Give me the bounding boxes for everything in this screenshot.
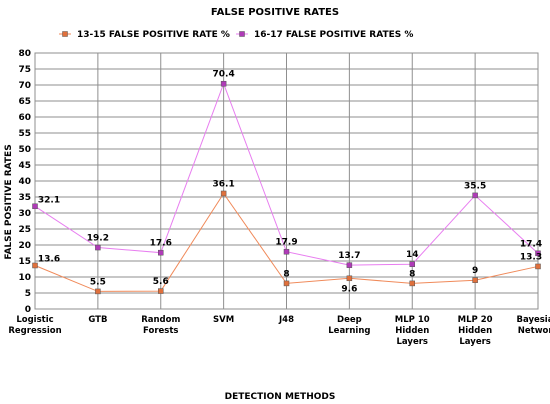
data-label: 32.1 <box>38 195 60 205</box>
legend-item: 16-17 FALSE POSITIVE RATES % <box>236 30 413 40</box>
x-tick-label: GTB <box>88 315 107 325</box>
x-tick-label: SVM <box>213 315 234 325</box>
x-tick-label: Random Forests <box>141 315 180 336</box>
series-layer <box>32 80 541 295</box>
data-label: 70.4 <box>213 70 235 80</box>
y-tick-label: 15 <box>18 257 31 267</box>
legend-label: 16-17 FALSE POSITIVE RATES % <box>254 30 413 40</box>
x-axis-title: DETECTION METHODS <box>225 392 336 402</box>
y-tick-label: 35 <box>18 193 31 203</box>
data-label: 13.6 <box>38 254 60 264</box>
y-tick-label: 60 <box>18 113 31 123</box>
y-tick-label: 55 <box>18 129 31 139</box>
data-label: 17.4 <box>520 239 542 249</box>
y-tick-label: 10 <box>18 273 31 283</box>
y-tick-label: 70 <box>18 81 31 91</box>
data-point <box>220 80 227 87</box>
legend-marker <box>62 31 68 37</box>
data-label: 13.7 <box>338 251 360 261</box>
data-point <box>32 203 38 210</box>
y-axis-title: FALSE POSITIVE RATES <box>4 144 14 259</box>
data-point <box>220 190 227 197</box>
legend: 13-15 FALSE POSITIVE RATE % 16-17 FALSE P… <box>59 30 413 40</box>
legend-label: 13-15 FALSE POSITIVE RATE % <box>77 30 230 40</box>
y-axis-ticks: 0 5 10 15 20 25 30 35 40 45 50 55 60 65 70 75 80 <box>18 49 31 315</box>
y-tick-label: 65 <box>18 97 31 107</box>
y-tick-label: 50 <box>18 145 31 155</box>
data-point <box>32 262 38 269</box>
data-point <box>409 280 415 287</box>
data-point <box>95 244 101 251</box>
x-tick-label: MLP 20 Hidden Layers <box>458 315 493 347</box>
data-point <box>158 288 164 294</box>
data-label: 14 <box>406 250 419 260</box>
data-label: 8 <box>283 269 289 279</box>
y-tick-label: 75 <box>18 65 31 75</box>
data-point <box>346 262 353 268</box>
x-axis-ticks: Logistic Regression GTB Random Forests SVM J48… <box>8 315 550 347</box>
data-labels: 13.6 5.5 5.6 36.1 8 9.6 8 9 13.3 32.1 19.2 17.6 70.4… <box>38 70 542 295</box>
data-label: 17.9 <box>275 238 297 248</box>
data-point <box>346 275 353 282</box>
data-label: 5.5 <box>90 277 106 287</box>
grid <box>34 52 539 310</box>
y-tick-label: 25 <box>18 225 31 235</box>
y-tick-label: 5 <box>25 289 31 299</box>
x-tick-label: J48 <box>278 315 294 325</box>
data-point <box>95 288 101 295</box>
x-tick-label: Deep Learning <box>328 315 370 336</box>
y-tick-label: 20 <box>18 241 31 251</box>
y-tick-label: 40 <box>18 177 31 187</box>
data-label: 9.6 <box>341 284 357 294</box>
data-point <box>472 192 478 199</box>
data-point <box>283 248 290 255</box>
y-tick-label: 0 <box>25 305 31 315</box>
data-label: 17.6 <box>150 239 172 249</box>
y-tick-label: 30 <box>18 209 31 219</box>
legend-item: 13-15 FALSE POSITIVE RATE % <box>59 30 230 40</box>
data-label: 36.1 <box>213 179 235 189</box>
chart-title: FALSE POSITIVE RATES <box>211 7 339 18</box>
y-tick-label: 45 <box>18 161 31 171</box>
data-point <box>409 261 415 267</box>
data-point <box>535 250 541 257</box>
data-label: 13.3 <box>520 252 542 262</box>
legend-marker <box>239 31 245 37</box>
data-label: 8 <box>409 269 415 279</box>
x-tick-label: MLP 10 Hidden Layers <box>395 315 430 347</box>
data-point <box>283 280 290 287</box>
data-label: 35.5 <box>464 181 486 191</box>
data-point <box>472 277 478 283</box>
data-label: 19.2 <box>87 234 109 244</box>
x-tick-label: Logistic Regression <box>8 315 61 336</box>
y-tick-label: 80 <box>18 49 31 59</box>
x-tick-label: BayesianNetwork <box>516 315 550 336</box>
data-point <box>535 263 541 270</box>
data-label: 5.6 <box>153 277 169 287</box>
data-label: 9 <box>472 266 478 276</box>
data-point <box>158 249 164 256</box>
